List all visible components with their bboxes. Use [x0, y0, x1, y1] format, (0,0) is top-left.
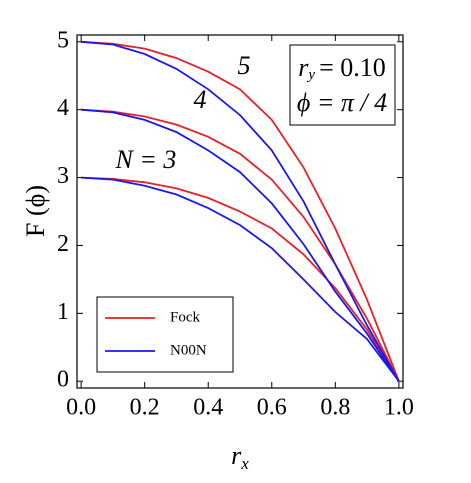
info-ry: ry = 0.10: [298, 53, 385, 83]
line: [81, 40, 400, 382]
line: [81, 40, 400, 382]
line: [81, 176, 400, 382]
plot-frame: [76, 34, 404, 389]
curve-label: 5: [238, 51, 251, 80]
x-tick-label: 0.8: [320, 395, 350, 421]
y-axis-label: F (ϕ): [21, 185, 50, 237]
y-tick-label: 1: [57, 299, 69, 325]
y-tick-label: 3: [57, 163, 69, 189]
x-label-subscript: x: [240, 454, 249, 473]
line: [81, 108, 400, 382]
x-tick-label: 0.6: [257, 395, 287, 421]
x-tick-label: 1.0: [384, 395, 414, 421]
x-tick-label: 0.4: [193, 395, 223, 421]
legend-box: [96, 296, 234, 373]
info-box: [289, 44, 396, 126]
x-tick-label: 0.0: [66, 395, 96, 421]
x-label-symbol: r: [231, 441, 242, 470]
legend-label: Fock: [170, 309, 201, 325]
curve-label: 4: [194, 85, 207, 114]
info-text: = 0.10: [319, 53, 386, 82]
curve-label: N = 3: [115, 145, 177, 174]
x-tick-label: 0.2: [130, 395, 160, 421]
info-subscript: y: [306, 67, 315, 83]
x-axis-label: rx: [231, 441, 249, 473]
y-tick-label: 5: [57, 27, 69, 53]
y-tick-label: 2: [57, 231, 69, 257]
y-tick-label: 0: [57, 367, 69, 393]
legend-label: N00N: [170, 342, 207, 358]
info-phi: ϕ = π / 4: [297, 88, 387, 117]
line: [81, 108, 400, 382]
y-tick-label: 4: [57, 95, 69, 121]
line: [81, 176, 400, 382]
info-symbol: r: [298, 53, 309, 82]
